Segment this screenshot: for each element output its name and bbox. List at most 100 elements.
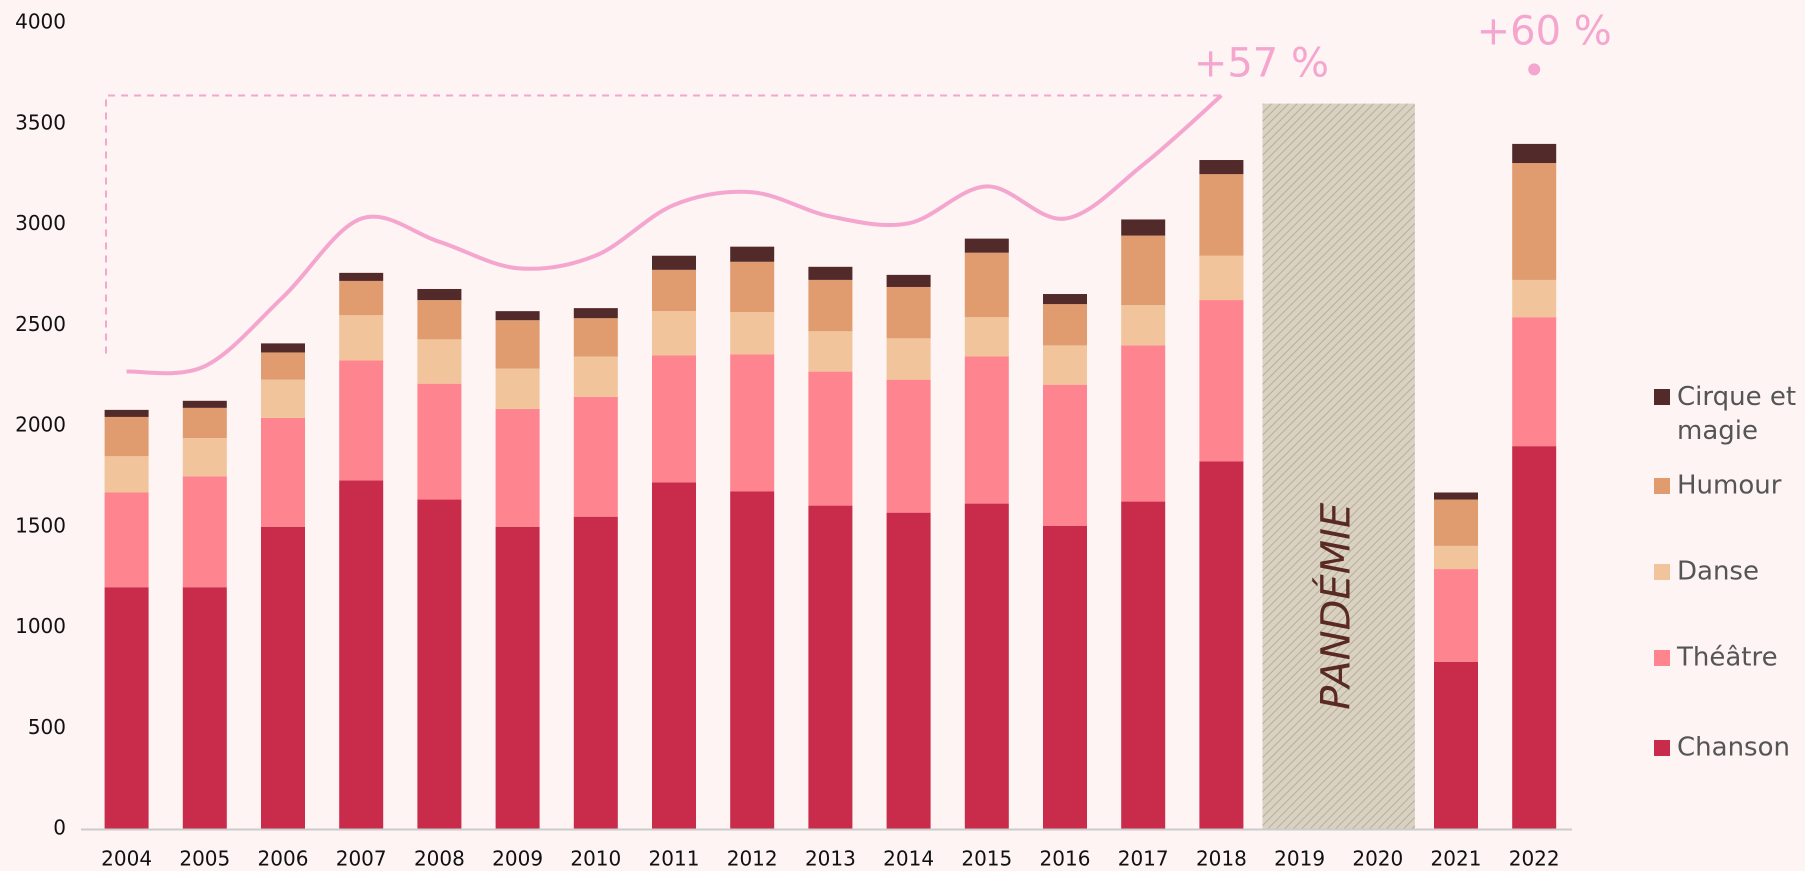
x-tick-label: 2011 (649, 847, 700, 871)
bar-segment (1199, 174, 1244, 256)
y-tick-label: 1000 (15, 614, 66, 638)
bar-segment (104, 587, 149, 829)
bar-segment (339, 272, 384, 281)
x-tick-label: 2022 (1509, 847, 1560, 871)
bar-segment (1199, 255, 1244, 301)
bar-segment (730, 261, 775, 313)
bar-segment (1512, 317, 1557, 447)
bar-segment (1043, 304, 1087, 346)
bar-segment (182, 400, 227, 408)
bar-segment (104, 409, 149, 417)
bar-segment (730, 354, 775, 492)
bar-segment (495, 408, 540, 527)
x-tick-label: 2021 (1431, 847, 1482, 871)
x-tick-label: 2015 (961, 847, 1012, 871)
reference-line (105, 94, 1222, 354)
bar-segment (1043, 525, 1087, 829)
pandemic-band (1262, 103, 1415, 830)
x-tick-label: 2016 (1040, 847, 1091, 871)
bar-segment (808, 505, 853, 829)
legend-line: Cirque et (1677, 382, 1796, 412)
bar-segment (1512, 163, 1557, 280)
legend-swatch (1654, 650, 1670, 666)
bar-segment (1043, 294, 1087, 305)
bar-segment (1512, 143, 1557, 164)
legend-label: Danse (1677, 557, 1759, 587)
bar-segment (495, 526, 540, 829)
bar-segment (808, 331, 853, 372)
bar-segment (1512, 279, 1557, 318)
bar-segment (417, 288, 462, 301)
y-tick-label: 3500 (15, 110, 66, 134)
bar-segment (1434, 545, 1478, 570)
bar-segment (964, 317, 1009, 357)
bar-segment (573, 356, 618, 397)
bar-segment (1434, 569, 1478, 662)
y-tick-label: 500 (28, 715, 66, 739)
x-tick-label: 2005 (179, 847, 230, 871)
legend-swatch (1654, 740, 1670, 756)
bar-segment (1199, 300, 1244, 462)
bar-segment (964, 356, 1009, 504)
x-tick-label: 2009 (492, 847, 543, 871)
bar-segment (573, 516, 618, 829)
bar-segment (417, 300, 462, 340)
bar-segment (104, 492, 149, 588)
bar-segment (417, 339, 462, 384)
trend-line (126, 94, 1223, 376)
bar-segment (573, 308, 618, 319)
bar-segment (1043, 345, 1087, 385)
bar-segment (652, 311, 696, 356)
bar-segment (886, 274, 931, 287)
bar-segment (1434, 492, 1478, 500)
bar-segment (261, 379, 305, 418)
y-tick-label: 4000 (15, 10, 66, 34)
bar-segment (652, 255, 696, 270)
annotation: +57 % (1194, 41, 1329, 87)
bar-segment (964, 238, 1009, 253)
bar-segment (495, 320, 540, 369)
legend-swatch (1654, 564, 1670, 580)
x-tick-label: 2019 (1274, 847, 1325, 871)
x-tick-label: 2004 (101, 847, 152, 871)
x-tick-label: 2012 (727, 847, 778, 871)
bar-segment (1199, 160, 1244, 175)
bar-segment (182, 476, 227, 588)
bar-segment (652, 355, 696, 483)
x-tick-label: 2018 (1196, 847, 1247, 871)
bar-segment (1043, 384, 1087, 526)
bar-segment (1121, 501, 1166, 829)
bar-segment (1121, 235, 1166, 306)
bar-segment (808, 266, 853, 280)
bar-segment (730, 491, 775, 829)
bar-segment (1121, 219, 1166, 236)
bar-segment (1434, 661, 1478, 829)
bar-segment (886, 286, 931, 339)
bar-segment (261, 526, 305, 829)
y-tick-label: 0 (53, 816, 66, 840)
bar-segment (495, 368, 540, 409)
bar-segment (573, 318, 618, 357)
bar-segment (104, 416, 149, 457)
x-tick-label: 2010 (570, 847, 621, 871)
bar-segment (808, 279, 853, 332)
bar-segment (886, 512, 931, 829)
bar-segment (417, 499, 462, 829)
annotation: +60 % (1477, 8, 1612, 54)
y-tick-label: 1500 (15, 513, 66, 537)
x-tick-label: 2007 (336, 847, 387, 871)
legend-label: Cirque et magie (1677, 382, 1796, 446)
bar-segment (573, 396, 618, 517)
bar-segment (730, 312, 775, 355)
y-tick-label: 3000 (15, 211, 66, 235)
x-tick-label: 2006 (258, 847, 309, 871)
bar-segment (104, 456, 149, 493)
pandemic-label: PANDÉMIE (1312, 502, 1360, 710)
bar-segment (886, 338, 931, 380)
x-tick-label: 2013 (805, 847, 856, 871)
bar-segment (261, 343, 305, 353)
x-tick-label: 2014 (883, 847, 934, 871)
bar-segment (1121, 305, 1166, 346)
